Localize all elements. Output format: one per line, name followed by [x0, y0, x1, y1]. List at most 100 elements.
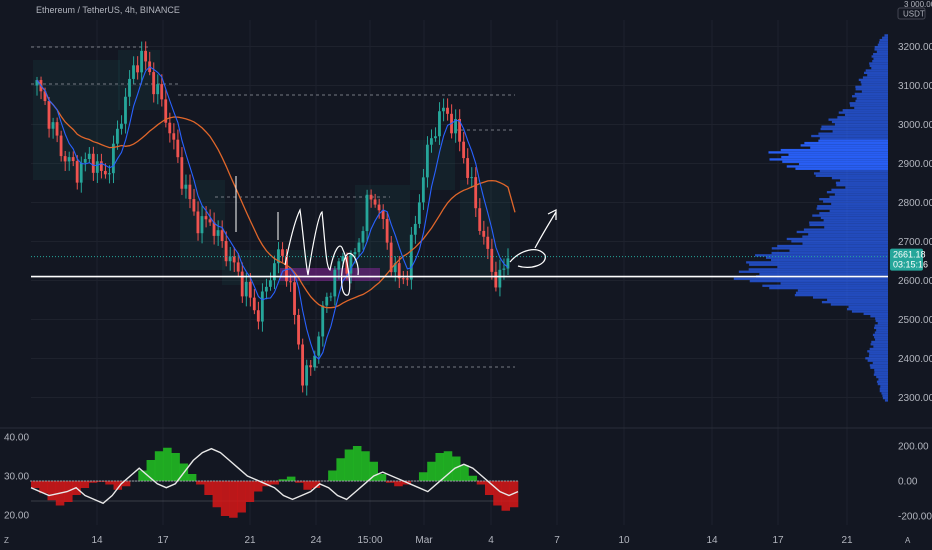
- candle-body: [188, 184, 192, 200]
- zero-dot: [501, 480, 503, 482]
- zero-dot: [183, 480, 185, 482]
- volume-profile-bar: [858, 78, 888, 82]
- volume-profile-bar: [815, 174, 888, 177]
- histogram-bar: [39, 481, 48, 494]
- candle-body: [373, 199, 377, 205]
- range-box: [33, 60, 120, 180]
- ma-slow-line: [36, 79, 516, 309]
- volume-profile-bar: [873, 373, 888, 376]
- candle-body: [204, 216, 208, 220]
- zero-dot: [345, 480, 347, 482]
- histogram-bar: [509, 481, 519, 508]
- candle-body: [124, 96, 127, 124]
- volume-profile-bar: [797, 289, 888, 292]
- volume-profile-bar: [882, 36, 888, 39]
- histogram-bar: [427, 461, 436, 481]
- volume-profile-bar: [875, 319, 888, 323]
- auto-scale-button[interactable]: A: [905, 536, 911, 545]
- volume-profile-bar: [874, 371, 888, 374]
- zero-dot: [63, 480, 65, 482]
- time-tick-label: 15:00: [357, 535, 382, 546]
- zero-dot: [423, 480, 425, 482]
- candle-body: [192, 199, 196, 212]
- currency-box[interactable]: [897, 7, 926, 20]
- histogram-bar: [171, 453, 180, 481]
- volume-profile-bar: [818, 139, 888, 142]
- candle-body: [128, 78, 131, 97]
- zero-dot: [78, 480, 80, 482]
- volume-profile-bar: [874, 48, 888, 51]
- candle-body: [256, 310, 260, 322]
- histogram-bar: [88, 481, 98, 483]
- hand-drawings: [235, 176, 557, 296]
- price-axis[interactable]: 2300.00 2400.00 2500.00 2600.00 2700.00 2800.…: [898, 42, 932, 404]
- zero-dot: [333, 480, 335, 482]
- histogram-bar: [47, 481, 57, 501]
- volume-profile-bar: [821, 125, 888, 128]
- volume-profile-bar: [870, 366, 888, 369]
- histogram-bar: [328, 470, 337, 481]
- histogram-bar: [418, 472, 428, 481]
- histogram-bar: [229, 481, 238, 518]
- volume-profile-bar: [831, 120, 888, 124]
- dashed-levels: [31, 46, 515, 368]
- volume-profile-bar: [840, 179, 888, 182]
- zero-dot: [504, 480, 506, 482]
- candle-body: [285, 255, 288, 282]
- candle-body: [434, 136, 437, 139]
- zero-dot: [327, 480, 329, 482]
- price-tick-label: 2400.00: [898, 354, 932, 365]
- volume-profile-bar: [882, 396, 888, 400]
- volume-profile-bar: [834, 193, 888, 196]
- volume-profile-bar: [819, 137, 888, 140]
- zero-dot: [129, 480, 131, 482]
- zero-dot: [102, 480, 104, 482]
- volume-profile-bar: [789, 249, 888, 252]
- zero-dot: [354, 480, 356, 482]
- volume-profile-bar: [781, 155, 888, 159]
- zero-dot: [282, 480, 284, 482]
- volume-profile-bar: [811, 134, 888, 138]
- volume-profile-bar: [794, 294, 888, 297]
- zero-dot: [324, 480, 326, 482]
- candle-body: [502, 268, 506, 270]
- candle-body: [208, 219, 212, 223]
- candle-body: [99, 161, 103, 171]
- zero-dot: [273, 480, 275, 482]
- volume-profile-bar: [831, 188, 888, 191]
- volume-profile-bar: [880, 385, 888, 388]
- volume-profile-bar: [836, 184, 888, 187]
- histogram-bar: [460, 465, 469, 481]
- zero-dot: [90, 480, 92, 482]
- volume-profile-bar: [755, 254, 888, 257]
- candle-body: [353, 252, 357, 255]
- zero-dot: [369, 480, 371, 482]
- volume-profile-bar: [861, 90, 888, 93]
- currency-label[interactable]: USDT: [903, 10, 925, 19]
- candle-body: [111, 143, 115, 174]
- candle-body: [349, 254, 353, 274]
- candle-body: [95, 161, 99, 173]
- candle-body: [232, 256, 236, 263]
- volume-profile-bar: [870, 315, 888, 318]
- volume-profile-bar: [746, 261, 888, 264]
- zero-dot: [51, 480, 53, 482]
- volume-profile-bar: [838, 111, 888, 114]
- volume-profile-bar: [863, 312, 888, 316]
- zoom-z-button[interactable]: Z: [4, 536, 9, 545]
- volume-profile-bar: [871, 340, 888, 344]
- zero-dot: [156, 480, 158, 482]
- candle-body: [132, 65, 135, 79]
- volume-profile-bar: [819, 169, 888, 173]
- volume-profile-bar: [810, 146, 888, 149]
- histogram-bar: [138, 470, 147, 481]
- volume-profile-bar: [877, 322, 888, 325]
- candle-body: [240, 271, 244, 297]
- zero-dot: [300, 480, 302, 482]
- candle-body: [321, 305, 325, 337]
- zero-dot: [201, 480, 203, 482]
- time-axis[interactable]: 14 17 21 24 15:00 Mar 4 7 10 14 17 21: [91, 535, 853, 546]
- zero-dot: [360, 480, 362, 482]
- zero-dot: [144, 480, 146, 482]
